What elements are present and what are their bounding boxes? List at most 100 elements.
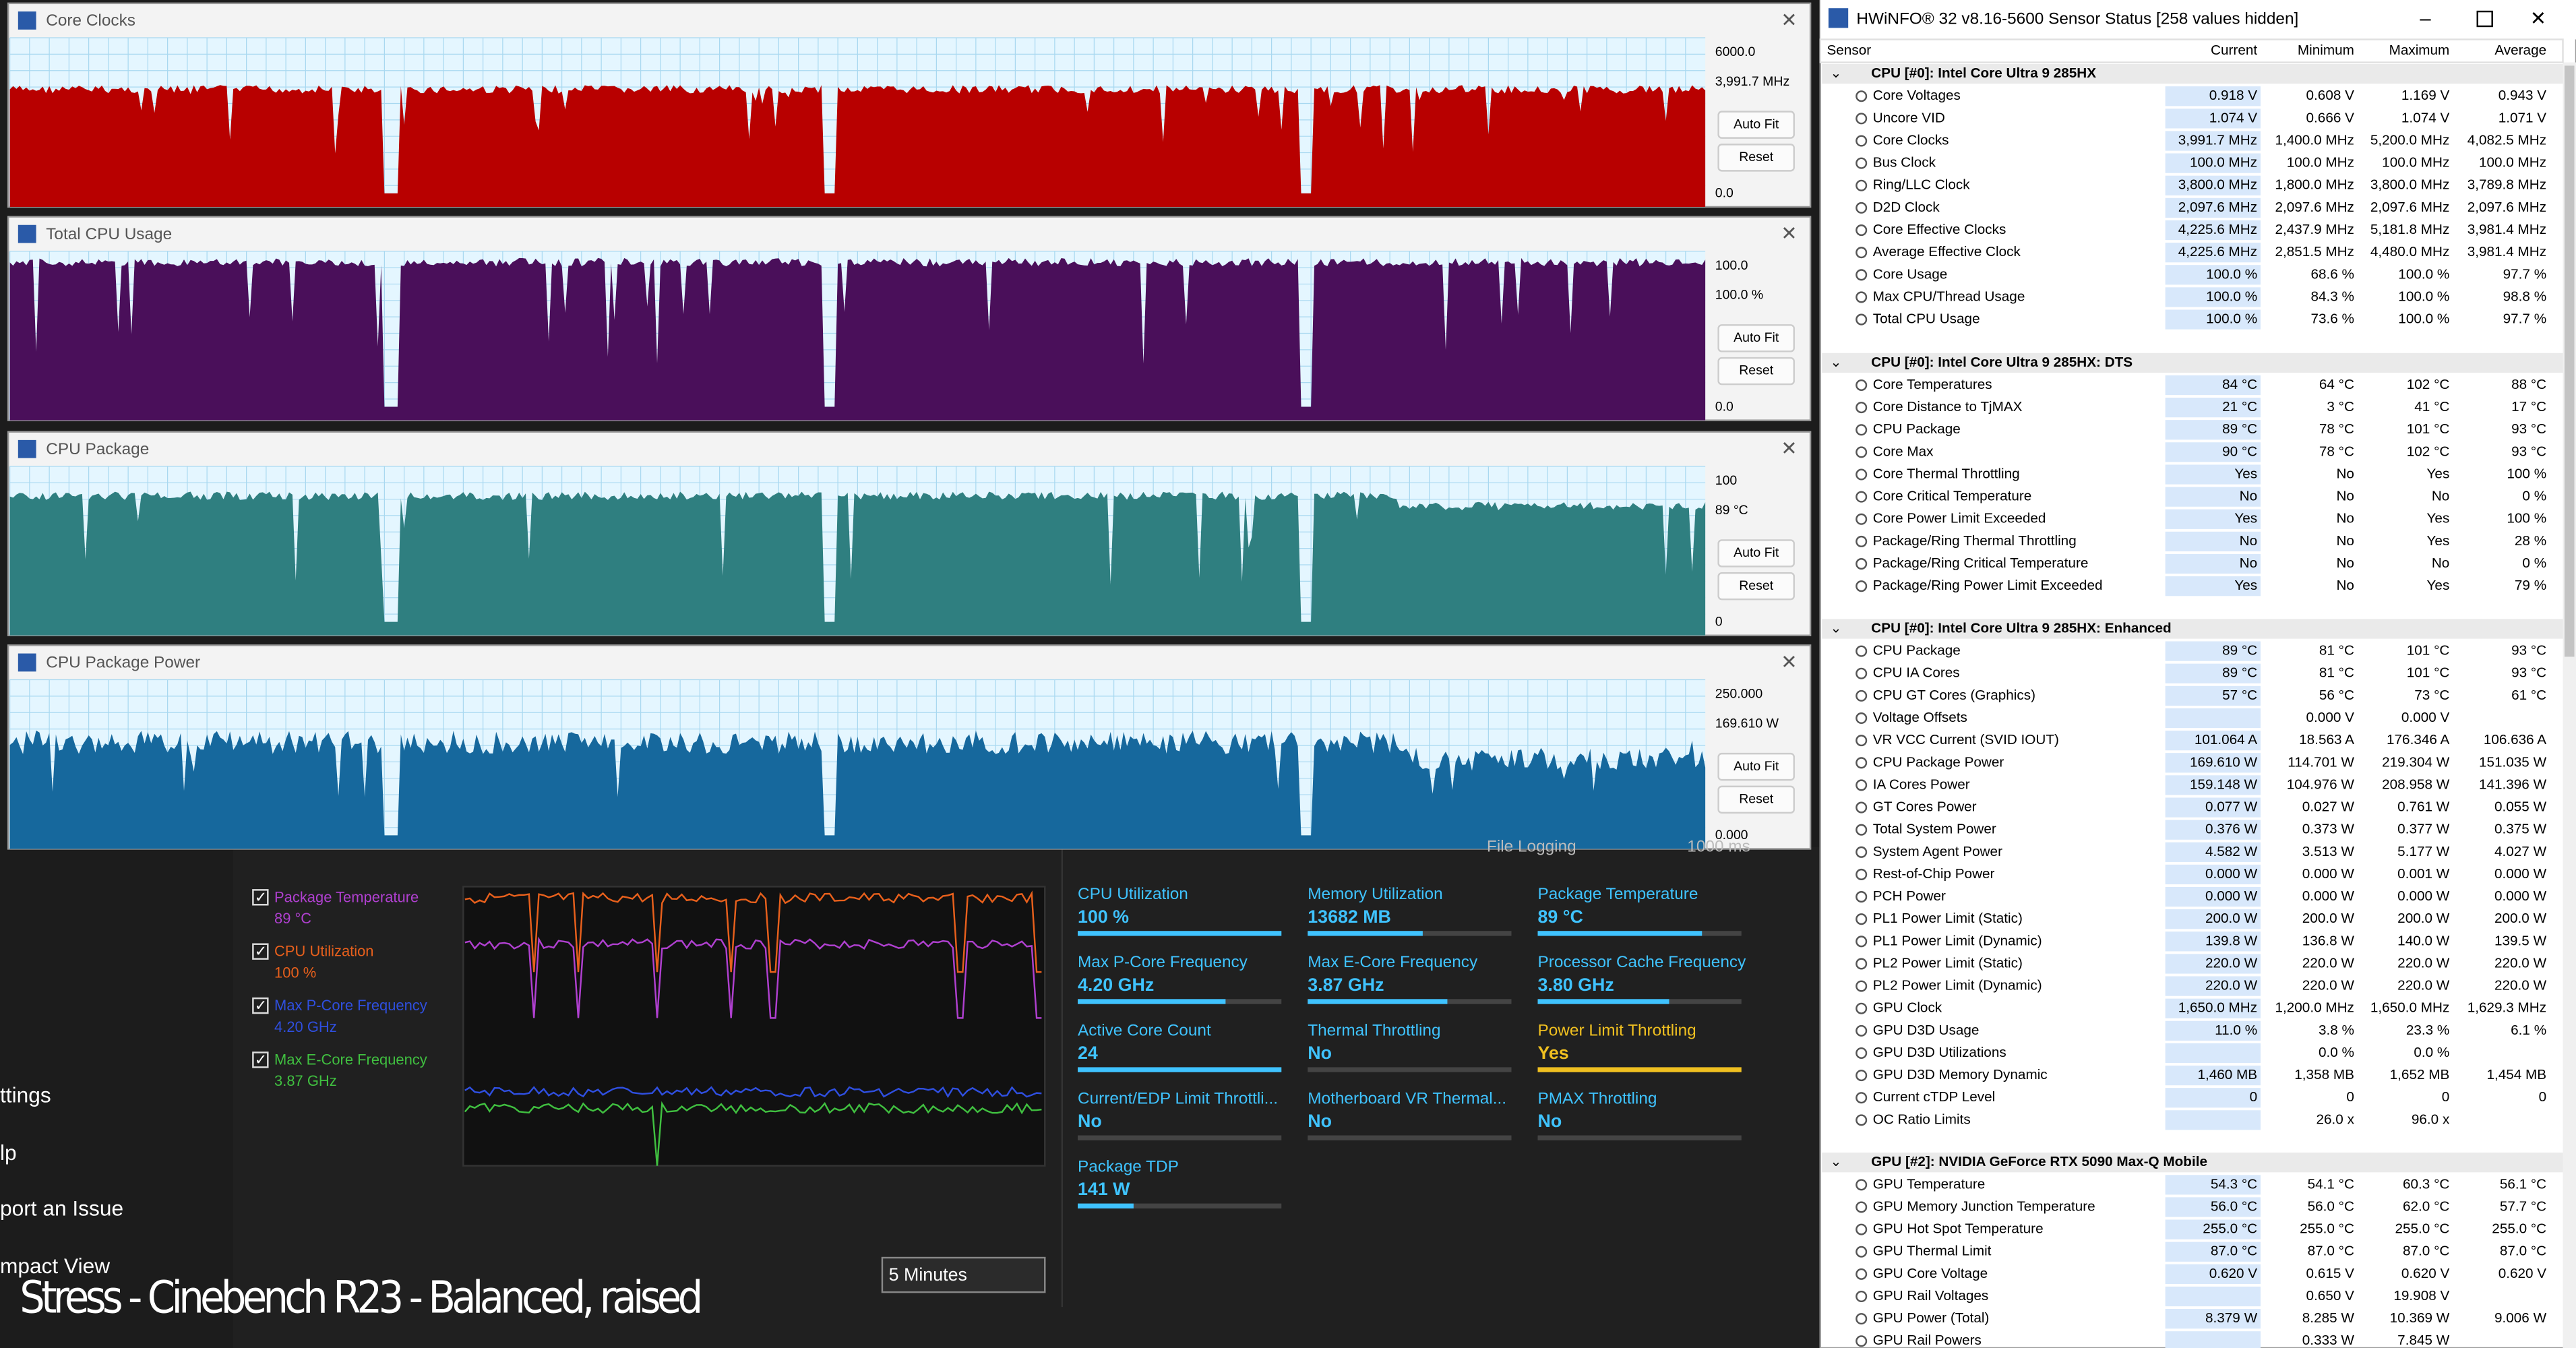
sensor-name: Package/Ring Critical Temperature [1873, 555, 2089, 571]
sensor-name: Core Usage [1873, 266, 1948, 282]
checkbox[interactable] [252, 997, 269, 1014]
current-cell [2165, 1242, 2261, 1262]
sensor-value: No [2336, 578, 2354, 593]
sensor-name: PL1 Power Limit (Static) [1873, 911, 2023, 926]
metric-value: 24 [1078, 1043, 1098, 1063]
graph-close[interactable]: ✕ [1781, 438, 1798, 460]
current-cell [2165, 153, 2261, 173]
sensor-value: 0.943 V [2498, 88, 2547, 103]
current-cell [2165, 1219, 2261, 1239]
current-cell [2165, 265, 2261, 285]
metric-label: Processor Cache Frequency [1538, 953, 1747, 971]
sidebar-item[interactable]: port an Issue [0, 1196, 123, 1221]
button-label[interactable]: Reset [1739, 363, 1774, 378]
sensor-icon [1856, 757, 1868, 769]
metric-bar [1078, 999, 1226, 1004]
time-range[interactable]: 5 Minutes [889, 1264, 967, 1285]
close[interactable]: ✕ [2530, 8, 2547, 30]
sensor-value: 2,097.6 MHz [2178, 200, 2257, 215]
checkbox[interactable] [252, 943, 269, 960]
sensor-value: 93 °C [2511, 643, 2546, 658]
expander: ⌄ [1830, 355, 1841, 370]
current-cell [2165, 175, 2261, 195]
button-label[interactable]: Reset [1739, 792, 1774, 807]
current-cell [2165, 820, 2261, 840]
metric-value: Yes [1538, 1043, 1569, 1063]
sensor-value: 100.0 MHz [2190, 155, 2257, 171]
graph-button[interactable] [1717, 111, 1795, 139]
graph-button[interactable] [1717, 752, 1795, 781]
metric-label: Max E-Core Frequency [1308, 953, 1478, 971]
sensor-icon [1856, 1002, 1868, 1014]
time-dropdown[interactable] [881, 1256, 1046, 1293]
sensor-value: Yes [2234, 466, 2257, 481]
graph-button[interactable] [1717, 357, 1795, 386]
sensor-value: 3,981.4 MHz [2467, 222, 2546, 237]
graph-button[interactable] [1717, 324, 1795, 353]
current-cell [2165, 685, 2261, 706]
sensor-value: 1,650.0 MHz [2370, 1000, 2449, 1016]
current-cell [2165, 998, 2261, 1018]
current-cell [2165, 220, 2261, 241]
sensor-value: No [2240, 555, 2257, 571]
expander: ⌄ [1830, 620, 1841, 636]
sensor-value: Yes [2427, 533, 2450, 549]
sensor-name: CPU GT Cores (Graphics) [1873, 687, 2035, 703]
sensor-value: 23.3 % [2406, 1022, 2449, 1038]
divider [1061, 847, 1064, 1308]
sensor-value: 101 °C [2407, 665, 2450, 681]
current-cell [2165, 1088, 2261, 1108]
legend-value: 89 °C [274, 910, 311, 927]
sensor-value: Yes [2234, 578, 2257, 593]
logging[interactable]: File Logging [1487, 837, 1576, 855]
graph-button[interactable] [1717, 785, 1795, 814]
button-label[interactable]: Auto Fit [1734, 545, 1779, 560]
graph-close[interactable]: ✕ [1781, 223, 1798, 245]
sensor-value: 0 % [2522, 489, 2546, 504]
checkbox[interactable] [252, 1051, 269, 1068]
sidebar-item[interactable]: mpact View [0, 1254, 110, 1278]
sensor-value: 139.5 W [2494, 933, 2547, 948]
sensor-icon [1856, 690, 1868, 702]
sensor-value: 28 % [2515, 533, 2546, 549]
button-label[interactable]: Auto Fit [1734, 117, 1779, 131]
metric-bar [1308, 931, 1423, 936]
button-label[interactable]: Reset [1739, 578, 1774, 593]
sidebar-item[interactable]: ttings [0, 1083, 51, 1107]
graph-close[interactable]: ✕ [1781, 652, 1798, 673]
button-label[interactable]: Auto Fit [1734, 330, 1779, 345]
sensor-value: 10.369 W [2390, 1310, 2450, 1326]
sensor-name: System Agent Power [1873, 844, 2002, 859]
sensor-value: 101 °C [2407, 421, 2450, 437]
sensor-value: 0.375 W [2494, 822, 2547, 837]
sensor-value: 0.333 W [2302, 1332, 2355, 1348]
sensor-icon [1856, 824, 1868, 836]
scroll-thumb[interactable] [2564, 65, 2575, 657]
metric-value: 3.87 GHz [1308, 975, 1384, 995]
current-cell [2165, 1286, 2261, 1307]
sensor-value: 93 °C [2511, 665, 2546, 681]
sensor-name: GPU Temperature [1873, 1176, 1986, 1192]
metric-value: 141 W [1078, 1179, 1130, 1199]
sensor-name: Core Clocks [1873, 132, 1949, 148]
sensor-value: 0.000 V [2306, 710, 2355, 725]
monitor-line [464, 1086, 1042, 1099]
metric-label: Max P-Core Frequency [1078, 953, 1248, 971]
button-label[interactable]: Reset [1739, 150, 1774, 164]
graph-max: 6000.0 [1715, 44, 1756, 59]
sensor-value: 3 °C [2327, 399, 2354, 415]
button-label[interactable]: Auto Fit [1734, 759, 1779, 774]
checkbox[interactable] [252, 889, 269, 906]
graph-close[interactable]: ✕ [1781, 9, 1798, 31]
sidebar-item[interactable]: lp [0, 1140, 17, 1165]
maximize[interactable] [2476, 10, 2493, 28]
graph-button[interactable] [1717, 572, 1795, 601]
sensor-value: 104.976 W [2287, 776, 2355, 792]
expander: ⌄ [1830, 1154, 1841, 1169]
graph-button[interactable] [1717, 144, 1795, 172]
minimize[interactable]: – [2420, 8, 2431, 30]
graph-title: CPU Package Power [46, 654, 200, 672]
sensor-value: 0.000 W [2205, 866, 2258, 882]
sensor-name: Max CPU/Thread Usage [1873, 288, 2025, 304]
graph-button[interactable] [1717, 539, 1795, 568]
